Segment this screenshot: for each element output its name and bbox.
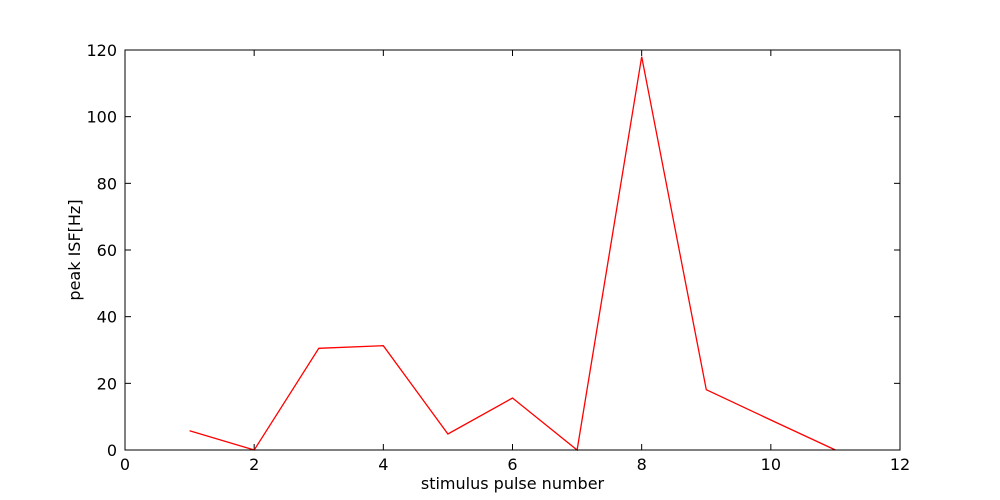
- x-tick-label: 10: [761, 455, 781, 474]
- y-tick-label: 100: [86, 108, 117, 127]
- x-tick-label: 2: [249, 455, 259, 474]
- y-tick-label: 20: [97, 374, 117, 393]
- series-layer: [189, 56, 836, 452]
- series-line: [189, 56, 836, 452]
- x-axis-label: stimulus pulse number: [421, 474, 605, 493]
- y-tick-label: 60: [97, 241, 117, 260]
- x-tick-label: 8: [637, 455, 647, 474]
- y-tick-label: 0: [107, 441, 117, 460]
- x-tick-label: 12: [890, 455, 910, 474]
- x-tick-label: 4: [378, 455, 388, 474]
- y-axis-label: peak ISF[Hz]: [65, 199, 84, 300]
- x-tick-label: 6: [507, 455, 517, 474]
- x-tick-label: 0: [120, 455, 130, 474]
- y-tick-label: 80: [97, 174, 117, 193]
- plot-area-frame: [124, 49, 901, 451]
- y-tick-label: 40: [97, 308, 117, 327]
- y-tick-label: 120: [86, 41, 117, 60]
